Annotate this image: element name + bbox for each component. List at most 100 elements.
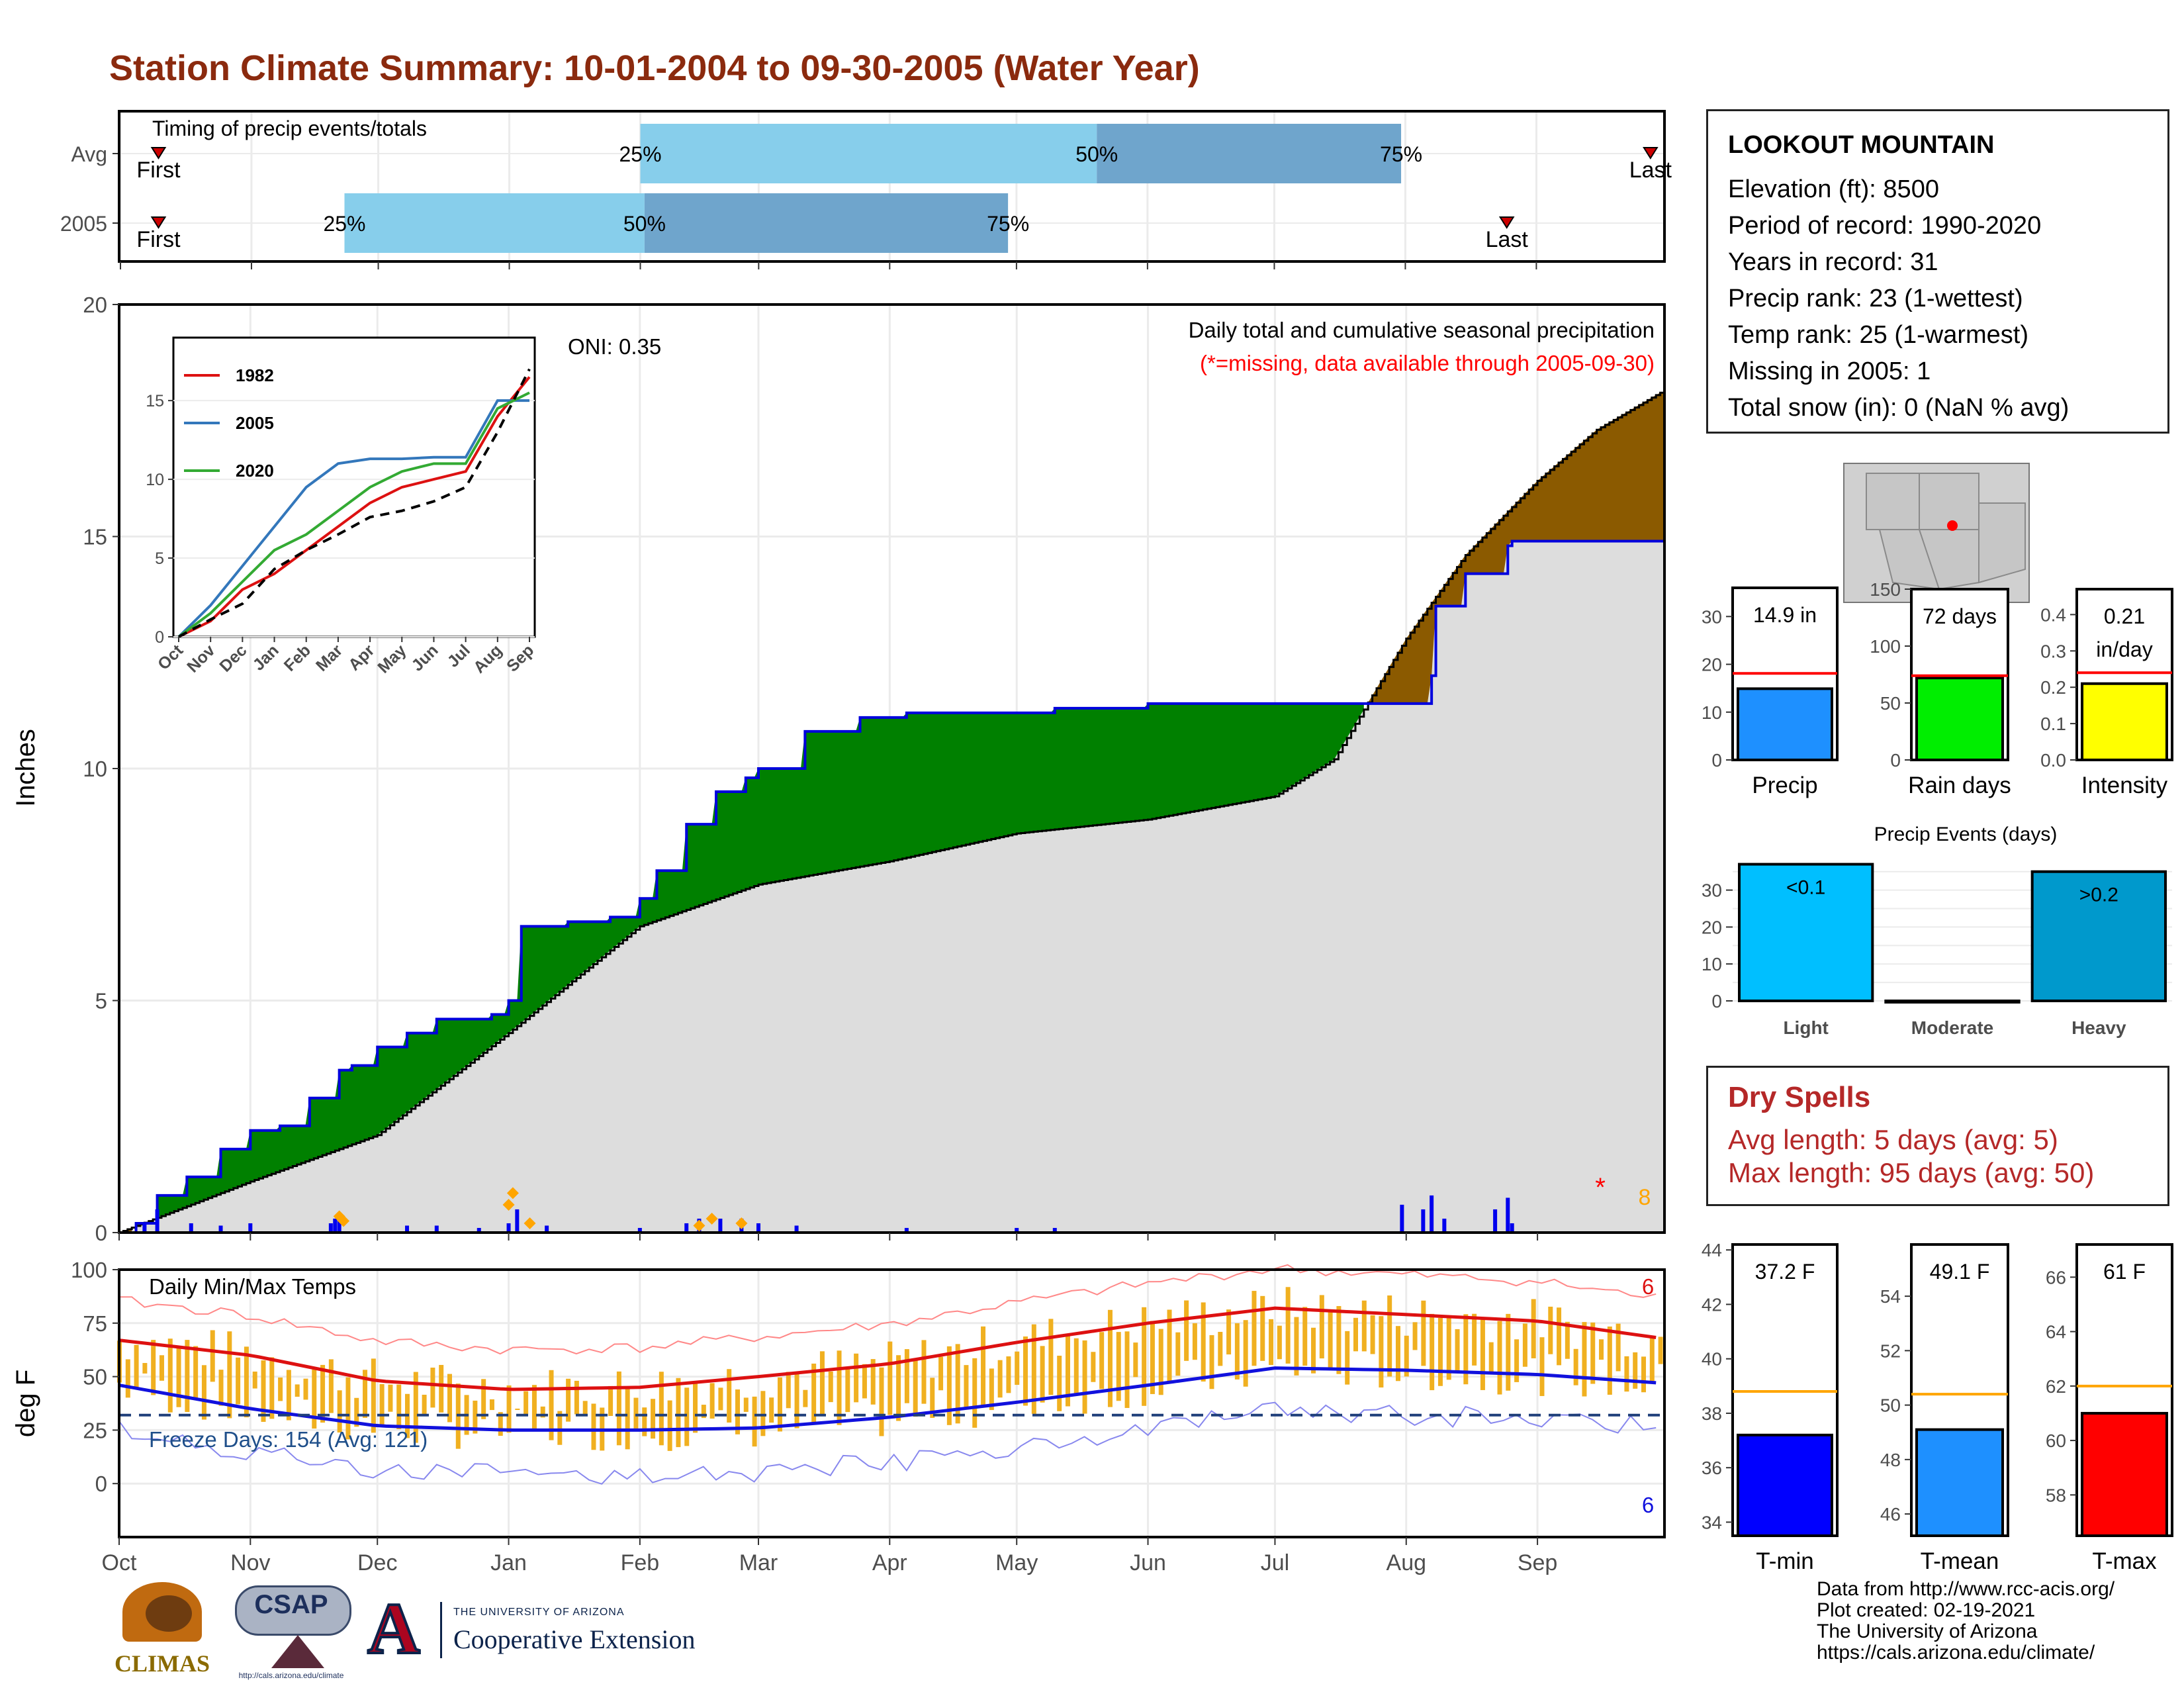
csap-url: http://cals.arizona.edu/climate xyxy=(238,1671,344,1680)
ua-a-icon: A xyxy=(366,1588,421,1669)
inset-line-2005 xyxy=(177,399,529,638)
precip-total-ytick-label: 20 xyxy=(1702,655,1722,675)
temp-daily-range-bar xyxy=(1184,1300,1189,1361)
inset-ytick-label: 15 xyxy=(146,392,164,410)
intensity-ytick-label: 0.1 xyxy=(2040,714,2066,734)
temp-daily-range-bar xyxy=(1472,1313,1477,1366)
credit-university: The University of Arizona xyxy=(1817,1620,2038,1642)
temp-xtick-label: Jun xyxy=(1130,1550,1166,1575)
temp-daily-range-bar xyxy=(1624,1356,1629,1392)
temp-daily-range-bar xyxy=(396,1384,402,1429)
temp-avg-min-line xyxy=(118,1366,1657,1432)
temp-daily-range-bar xyxy=(1437,1318,1443,1386)
temp-daily-range-bar xyxy=(531,1385,537,1432)
timeline-first-marker xyxy=(150,147,167,160)
station-precip-rank: Precip rank: 23 (1-wettest) xyxy=(1728,285,2023,312)
temp-daily-range-bar xyxy=(566,1378,571,1422)
t-mean-ytick-label: 46 xyxy=(1880,1504,1901,1524)
temp-daily-range-bar xyxy=(261,1360,266,1422)
temp-daily-range-bar xyxy=(1116,1332,1121,1401)
temp-daily-range-bar xyxy=(354,1397,359,1427)
csap-mountain-icon xyxy=(271,1635,324,1668)
temp-daily-range-bar xyxy=(1150,1321,1155,1394)
temp-daily-range-bar xyxy=(1514,1339,1520,1382)
precip-total-ytick-label: 0 xyxy=(1711,750,1722,771)
inset-ytick-label: 0 xyxy=(155,628,164,647)
temp-daily-range-bar xyxy=(1590,1322,1596,1384)
temp-daily-range-bar xyxy=(1430,1313,1435,1391)
temp-daily-range-bar xyxy=(1336,1306,1342,1374)
timeline-frame xyxy=(118,110,1666,263)
timeline-first-marker xyxy=(150,216,167,229)
temp-ytick-label: 50 xyxy=(83,1365,107,1389)
temp-daily-range-bar xyxy=(439,1364,444,1413)
temp-daily-range-bar xyxy=(709,1383,715,1419)
timeline-q25-label: 25% xyxy=(619,142,661,166)
temp-daily-range-bar xyxy=(896,1355,901,1421)
temp-daily-range-bar xyxy=(1497,1321,1502,1395)
inset-line-1982 xyxy=(178,376,531,638)
t-min-ytick-label: 38 xyxy=(1702,1403,1722,1424)
precip-daily-bar xyxy=(1442,1218,1447,1233)
t-mean-ytick-label: 48 xyxy=(1880,1450,1901,1470)
t-mean-title: T-mean xyxy=(1921,1548,1999,1574)
temp-daily-range-bar xyxy=(345,1377,351,1440)
climas-logo: CLIMAS xyxy=(109,1582,215,1681)
station-temp-rank: Temp rank: 25 (1-warmest) xyxy=(1728,321,2029,349)
temp-daily-range-bar xyxy=(379,1383,385,1427)
precip-daily-bar xyxy=(1430,1195,1434,1233)
timeline-bar-q25-q50 xyxy=(344,193,645,253)
temp-daily-range-bar xyxy=(1099,1332,1105,1389)
temp-daily-range-bar xyxy=(1361,1300,1367,1352)
temp-daily-range-bar xyxy=(616,1371,621,1446)
temp-daily-range-bar xyxy=(1412,1322,1418,1350)
station-missing: Missing in 2005: 1 xyxy=(1728,357,1931,385)
temp-daily-range-bar xyxy=(481,1379,486,1419)
temp-daily-range-bar xyxy=(1031,1324,1036,1414)
temp-daily-range-bar xyxy=(193,1346,199,1399)
temp-daily-range-bar xyxy=(473,1400,478,1434)
temp-xtick-label: Jan xyxy=(490,1550,527,1575)
temp-daily-range-bar xyxy=(1015,1351,1020,1385)
csap-logo-text: CSAP xyxy=(254,1590,328,1619)
temp-daily-range-bar xyxy=(489,1399,494,1411)
temp-daily-range-bar xyxy=(278,1377,283,1401)
precip-daily-bar xyxy=(477,1227,481,1233)
temp-daily-range-bar xyxy=(582,1401,588,1417)
precip-total-title: Precip xyxy=(1752,773,1817,798)
t-max-title: T-max xyxy=(2092,1548,2157,1574)
temp-ytick-label: 25 xyxy=(83,1418,107,1442)
intensity-value-label-2: in/day xyxy=(2096,637,2152,661)
precip-average-line xyxy=(119,391,1664,1234)
temp-daily-range-bar xyxy=(701,1405,706,1419)
t-min-bar xyxy=(1737,1433,1833,1538)
precip-daily-bar xyxy=(904,1227,909,1233)
precip-events-bar-light xyxy=(1738,863,1874,1003)
temp-daily-range-bar xyxy=(1260,1295,1265,1361)
rain-days-ytick-label: 150 xyxy=(1870,579,1901,600)
temp-daily-range-bar xyxy=(337,1390,342,1433)
temp-daily-range-bar xyxy=(1294,1317,1299,1376)
t-max-ytick-label: 58 xyxy=(2046,1485,2066,1505)
rain-days-ytick-label: 0 xyxy=(1890,750,1901,771)
precip-total-ytick-label: 10 xyxy=(1702,702,1722,723)
temp-daily-range-bar xyxy=(1615,1323,1621,1372)
t-mean-ytick-label: 50 xyxy=(1880,1395,1901,1416)
temp-daily-range-bar xyxy=(506,1385,512,1433)
intensity-bar xyxy=(2081,682,2168,761)
precip-daily-bar xyxy=(248,1223,253,1233)
t-mean-value-label: 49.1 F xyxy=(1930,1260,1990,1284)
precip-daily-bar xyxy=(405,1225,410,1233)
temp-ytick-label: 0 xyxy=(95,1472,107,1496)
missing-count-label: 8 xyxy=(1639,1185,1651,1210)
climas-logo-mark-inner xyxy=(146,1595,192,1632)
temp-daily-range-bar xyxy=(210,1330,215,1382)
temp-daily-range-bar xyxy=(1201,1302,1206,1382)
temp-daily-range-bar xyxy=(803,1389,808,1407)
temp-daily-range-bar xyxy=(167,1338,173,1413)
temp-daily-range-bar xyxy=(955,1344,960,1424)
temp-daily-range-bar xyxy=(1048,1319,1054,1395)
intensity-ytick-label: 0.2 xyxy=(2040,677,2066,698)
temp-daily-range-bar xyxy=(1192,1323,1197,1360)
temp-xtick-label: Jul xyxy=(1261,1550,1289,1575)
